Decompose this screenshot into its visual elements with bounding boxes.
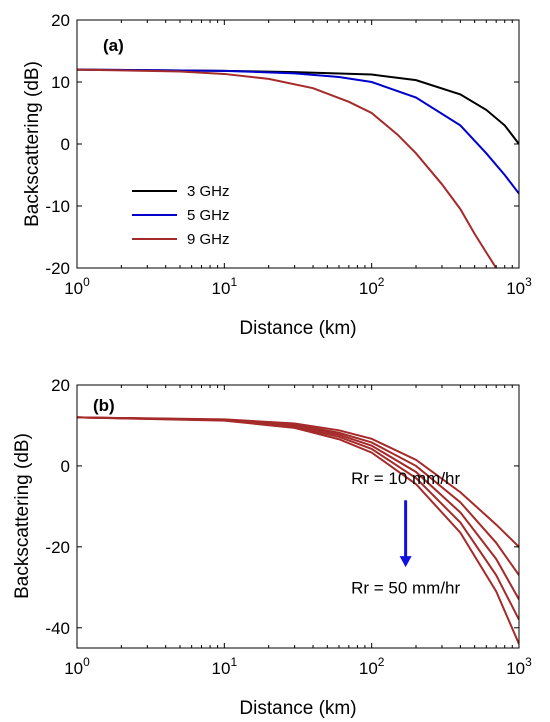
panel-a-series-line-3 [77, 68, 498, 268]
panel-a-axes-box [76, 19, 520, 269]
rain-rate-arrow-head [399, 556, 412, 568]
legend-label-1: 3 GHz [187, 183, 230, 200]
panel-a-y-tick-label: 10 [51, 73, 70, 92]
panel-b-series-line-2 [77, 416, 519, 576]
panel-b-y-tick-label: 0 [61, 457, 70, 476]
panel-b-series-line-3 [77, 416, 519, 600]
panel-b-axes-box [76, 384, 520, 649]
panel-b-x-axis-label: Distance (km) [239, 698, 356, 719]
panel-b-y-tick-label: -40 [45, 619, 70, 638]
panel-a-y-tick-label: 20 [51, 11, 70, 30]
panel-a-series-line-1 [77, 68, 519, 145]
panel-b-label: (b) [93, 396, 115, 415]
panel-b-y-tick-label: 20 [51, 376, 70, 395]
rain-rate-annotation-2: Rr = 50 mm/hr [351, 578, 460, 597]
panel-b-x-tick-label: 102 [359, 655, 385, 678]
legend-label-3: 9 GHz [187, 231, 230, 248]
panel-b-x-tick-label: 101 [212, 655, 238, 678]
panel-a-x-tick-label: 103 [506, 275, 532, 298]
panel-b-y-axis-label: Backscattering (dB) [12, 433, 33, 599]
panel-a-x-tick-label: 102 [359, 275, 385, 298]
panel-a-y-tick-label: -20 [45, 259, 70, 278]
panel-b-x-tick-label: 100 [64, 655, 90, 678]
legend-label-2: 5 GHz [187, 207, 230, 224]
panel-a-x-tick-label: 101 [212, 275, 238, 298]
panel-b-series-line-5 [77, 416, 519, 645]
panel-a-legend: 3 GHz 5 GHz 9 GHz [132, 183, 230, 248]
panel-a-y-tick-label: -10 [45, 197, 70, 216]
rain-rate-annotation-1: Rr = 10 mm/hr [351, 469, 460, 488]
panel-b-x-tick-label: 103 [506, 655, 532, 678]
panel-a-y-tick-label: 0 [61, 135, 70, 154]
panel-b-y-tick-label: -20 [45, 538, 70, 557]
panel-a-x-tick-label: 100 [64, 275, 90, 298]
panel-a-x-axis-label: Distance (km) [239, 318, 356, 339]
panel-a-label: (a) [103, 36, 124, 55]
panel-a-y-axis-label: Backscattering (dB) [22, 61, 43, 227]
panel-a-series-line-2 [77, 68, 519, 195]
